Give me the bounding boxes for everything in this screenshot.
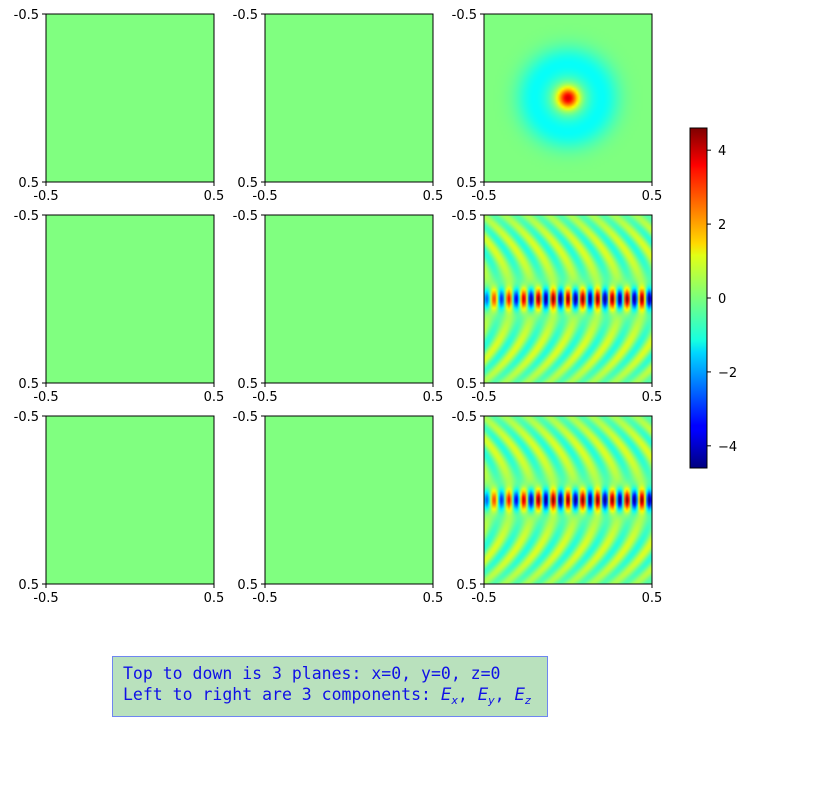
panel-frame [483,214,653,384]
heatmap-panel-ex-y0: -0.50.5-0.5 0.5 [14,209,225,405]
heatmap-panel-ez-z0: -0.50.5-0.5 0.5 [452,410,663,606]
y-tick-label: 0.5 [237,578,258,593]
x-tick-label: -0.5 [471,390,496,405]
heatmap-grid: -0.50.5-0.5 0.5-0.50.5-0.5 0.5-0.50.5-0.5 0… [14,8,663,606]
heatmap-image [484,416,652,584]
panel-frame [264,13,434,183]
y-tick-label: -0.5 [452,410,477,425]
heatmap-image [46,14,214,182]
colorbar-tick-label: 0 [718,292,726,307]
heatmap-panel-ey-z0: -0.50.5-0.5 0.5 [233,410,444,606]
y-tick-label: 0.5 [18,377,39,392]
y-tick-label: -0.5 [14,8,39,23]
y-tick-label: -0.5 [233,410,258,425]
panel-frame [45,415,215,585]
heatmap-image [484,14,652,182]
panel-frame [483,415,653,585]
colorbar-tick-label: 4 [718,144,726,159]
y-tick-label: -0.5 [233,8,258,23]
heatmap-panel-ey-y0: -0.50.5-0.5 0.5 [233,209,444,405]
colorbar: 4 2 0 −2 −4 [689,127,737,469]
heatmap-panel-ex-z0: -0.50.5-0.5 0.5 [14,410,225,606]
y-tick-label: 0.5 [456,578,477,593]
x-tick-label: 0.5 [204,189,225,204]
heatmap-image [484,215,652,383]
heatmap-panel-ez-x0: -0.50.5-0.5 0.5 [452,8,663,204]
y-tick-label: -0.5 [452,209,477,224]
colorbar-tick-label: −4 [718,440,737,455]
x-tick-label: 0.5 [423,189,444,204]
x-tick-label: -0.5 [33,390,58,405]
component-ex-label: Ex [440,685,458,707]
annotation-line-2-prefix: Left to right are 3 components: [123,685,441,704]
panel-frame [45,214,215,384]
heatmap-panel-ez-y0: -0.50.5-0.5 0.5 [452,209,663,405]
annotation-line-2: Left to right are 3 components: Ex, Ey, … [123,684,547,707]
heatmap-panel-ey-x0: -0.50.5-0.5 0.5 [233,8,444,204]
y-tick-label: 0.5 [237,176,258,191]
annotation-line-1: Top to down is 3 planes: x=0, y=0, z=0 [123,664,501,683]
colorbar-tick-label: −2 [718,366,737,381]
y-tick-label: -0.5 [14,209,39,224]
x-tick-label: 0.5 [642,390,663,405]
colorbar-gradient [689,127,708,469]
panel-frame [264,415,434,585]
x-tick-label: -0.5 [471,189,496,204]
y-tick-label: -0.5 [14,410,39,425]
separator: , [494,685,515,704]
x-tick-label: 0.5 [204,390,225,405]
x-tick-label: 0.5 [642,591,663,606]
x-tick-label: -0.5 [33,591,58,606]
x-tick-label: -0.5 [33,189,58,204]
x-tick-label: 0.5 [204,591,225,606]
component-ey-label: Ey [477,685,495,707]
y-tick-label: 0.5 [456,377,477,392]
x-tick-label: -0.5 [252,189,277,204]
x-tick-label: -0.5 [252,591,277,606]
x-tick-label: -0.5 [471,591,496,606]
heatmap-panel-ex-x0: -0.50.5-0.5 0.5 [14,8,225,204]
colorbar-tick-label: 2 [718,218,726,233]
y-tick-label: 0.5 [456,176,477,191]
separator: , [457,685,478,704]
heatmap-image [265,215,433,383]
y-tick-label: 0.5 [18,176,39,191]
x-tick-label: 0.5 [423,390,444,405]
y-tick-label: -0.5 [233,209,258,224]
x-tick-label: 0.5 [423,591,444,606]
x-tick-label: -0.5 [252,390,277,405]
component-ez-label: Ez [514,685,531,707]
y-tick-label: -0.5 [452,8,477,23]
y-tick-label: 0.5 [237,377,258,392]
heatmap-image [46,416,214,584]
x-tick-label: 0.5 [642,189,663,204]
heatmap-image [265,416,433,584]
y-tick-label: 0.5 [18,578,39,593]
annotation-box: Top to down is 3 planes: x=0, y=0, z=0 L… [112,656,548,717]
panel-frame [483,13,653,183]
heatmap-image [265,14,433,182]
heatmap-image [46,215,214,383]
panel-frame [45,13,215,183]
panel-frame [264,214,434,384]
